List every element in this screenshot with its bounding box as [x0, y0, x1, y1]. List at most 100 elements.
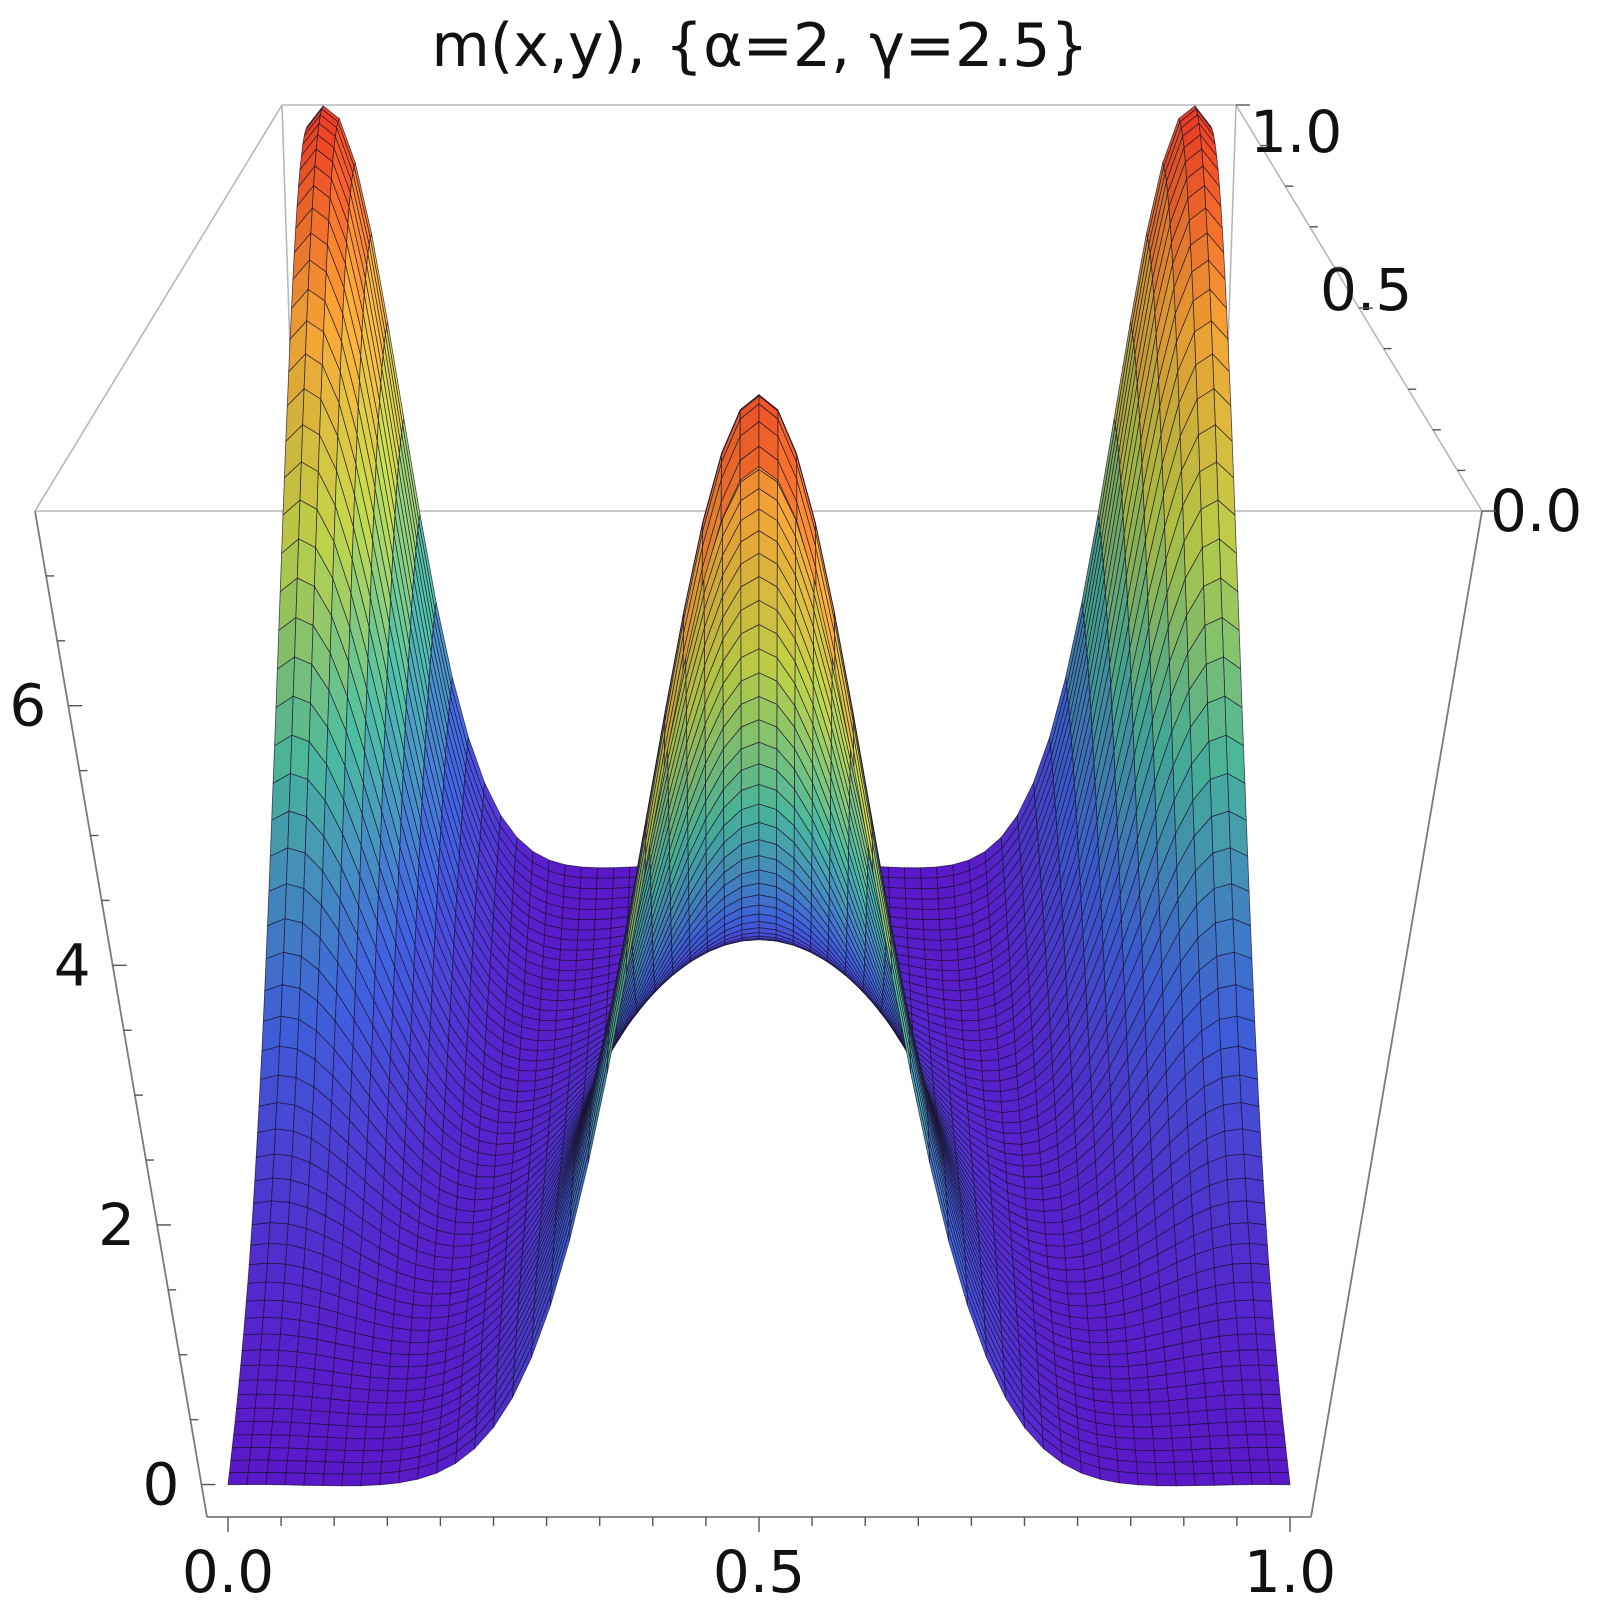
surface-patch: [1242, 1393, 1264, 1409]
surface-patch: [1147, 1374, 1168, 1391]
surface-patch: [904, 887, 923, 900]
surface-patch: [1231, 1262, 1253, 1284]
surface-patch: [279, 1317, 301, 1337]
surface-patch: [575, 949, 594, 962]
surface-patch: [1225, 1153, 1246, 1181]
surface-patch: [1132, 1426, 1154, 1440]
x-axis: 0.0 0.5 1.0: [182, 1517, 1336, 1603]
surface-patch: [244, 1299, 266, 1319]
surface-patch: [921, 908, 940, 921]
surface-patch: [612, 866, 631, 879]
surface-patch: [1127, 1363, 1149, 1380]
surface-patch: [1045, 1233, 1065, 1247]
surface-patch: [266, 1242, 288, 1265]
surface-patch: [297, 1335, 318, 1356]
surface-patch: [1250, 1262, 1271, 1284]
surface-patch: [247, 1262, 268, 1284]
surface-patch: [1211, 1460, 1233, 1474]
surface-patch: [243, 1316, 264, 1336]
surface-patch: [938, 907, 957, 921]
surface-patch: [1223, 1394, 1245, 1410]
surface-patch: [1065, 1268, 1086, 1283]
surface-patch: [303, 1472, 325, 1487]
surface-patch: [1168, 1398, 1189, 1415]
x-tick-label: 1.0: [1244, 1538, 1336, 1603]
surface-patch: [1024, 1187, 1044, 1201]
surface-patch: [292, 1395, 313, 1411]
surface-patch: [1240, 1102, 1261, 1133]
surface-patch: [1236, 1015, 1257, 1052]
surface-patch: [342, 1461, 364, 1475]
surface-patch: [382, 1436, 403, 1451]
surface-patch: [1169, 1411, 1190, 1427]
surface-patch: [1242, 1128, 1263, 1158]
surface-patch: [1216, 951, 1237, 989]
surface-patch: [285, 1460, 307, 1474]
surface-patch: [369, 1363, 391, 1380]
surface-patch: [368, 1376, 390, 1392]
surface-patch: [1208, 1434, 1230, 1450]
surface-patch: [1088, 1329, 1109, 1344]
surface-patch: [1207, 695, 1227, 743]
surface-patch: [262, 1299, 284, 1319]
surface-patch: [1148, 1387, 1169, 1403]
surface-patch: [325, 1436, 347, 1451]
surface-patch: [272, 1153, 293, 1181]
surface-patch: [1135, 1461, 1157, 1475]
surface-patch: [475, 1176, 495, 1189]
surface-patch: [561, 917, 580, 931]
surface-patch: [1258, 1364, 1280, 1381]
surface-patch: [1217, 1317, 1239, 1337]
surface-patch: [1214, 918, 1235, 957]
surface-patch: [577, 919, 596, 931]
surface-patch: [960, 998, 979, 1012]
surface-patch: [277, 1349, 298, 1368]
surface-patch: [1109, 1365, 1130, 1380]
surface-patch: [341, 1473, 363, 1487]
surface-patch: [1243, 1407, 1265, 1423]
surface-patch: [540, 988, 559, 1002]
surface-patch: [293, 1380, 314, 1398]
surface-patch: [290, 734, 310, 781]
surface-patch: [228, 1459, 251, 1474]
surface-patch: [1224, 1128, 1245, 1157]
surface-patch: [256, 1379, 277, 1395]
surface-patch: [252, 1177, 274, 1204]
surface-patch: [1249, 1459, 1271, 1473]
surface-patch: [1206, 1408, 1228, 1424]
surface-patch: [327, 1424, 348, 1439]
surface-patch: [1252, 1299, 1274, 1319]
surface-patch: [1209, 772, 1230, 818]
surface-patch: [1064, 1255, 1085, 1271]
surface-patch: [311, 1382, 333, 1400]
surface-patch: [277, 1045, 298, 1079]
surface-patch: [412, 1291, 433, 1307]
surface-patch: [1086, 1304, 1107, 1319]
surface-patch: [1185, 1382, 1207, 1400]
surface-patch: [921, 898, 940, 910]
surface-mesh: [227, 105, 1291, 1487]
surface-patch: [283, 918, 304, 957]
surface-patch: [430, 1293, 451, 1307]
surface-patch: [388, 1365, 409, 1380]
surface-patch: [270, 1421, 292, 1436]
surface-patch: [1089, 1341, 1110, 1356]
surface-patch: [406, 1365, 428, 1380]
surface-patch: [265, 1262, 287, 1284]
surface-patch: [258, 1349, 280, 1366]
surface-patch: [594, 908, 613, 921]
z-tick-label: 6: [9, 672, 46, 740]
surface-patch: [498, 1099, 518, 1114]
surface-patch: [559, 938, 578, 951]
surface-patch: [559, 949, 578, 962]
surface-patch: [227, 1471, 249, 1486]
surface-patch: [1265, 1434, 1287, 1449]
surface-patch: [538, 1009, 558, 1022]
surface-patch: [611, 886, 630, 900]
surface-patch: [1212, 847, 1233, 890]
surface-patch: [278, 1334, 300, 1353]
surface-patch: [1117, 1471, 1139, 1486]
surface-patch: [238, 1364, 260, 1381]
surface-patch: [284, 1472, 306, 1486]
surface-patch: [408, 1341, 429, 1356]
